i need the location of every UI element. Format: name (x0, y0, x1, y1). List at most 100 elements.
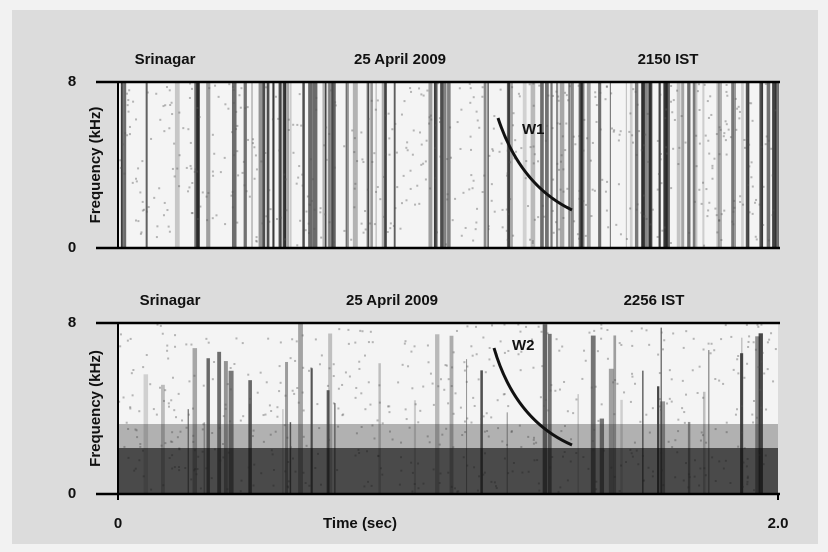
noise (437, 385, 440, 388)
noise (424, 178, 427, 181)
noise (482, 336, 485, 339)
noise (581, 377, 584, 380)
noise (126, 134, 129, 137)
noise (710, 342, 713, 345)
noise (574, 143, 577, 146)
noise (770, 147, 773, 150)
panel-title-left: Srinagar (140, 292, 201, 309)
noise (639, 420, 642, 423)
noise (701, 434, 704, 437)
noise (268, 404, 271, 407)
noise (320, 236, 323, 239)
noise (429, 372, 432, 375)
noise (767, 239, 770, 242)
noise (724, 324, 727, 327)
noise (597, 419, 600, 422)
noise (507, 405, 510, 408)
noise (660, 401, 666, 494)
noise (691, 369, 694, 372)
noise (775, 82, 779, 248)
noise (753, 399, 756, 402)
noise (759, 82, 763, 248)
noise (332, 375, 335, 378)
noise (221, 443, 224, 446)
noise (506, 238, 509, 241)
noise (499, 88, 502, 91)
noise (298, 93, 301, 96)
noise (276, 406, 279, 409)
noise (613, 335, 617, 494)
noise (669, 100, 672, 103)
noise (683, 421, 686, 424)
noise (631, 375, 634, 378)
noise (578, 82, 583, 248)
noise (168, 127, 171, 130)
noise (163, 130, 166, 133)
panel: W2 Srinagar 25 April 2009 2256 IST 0 8 Frequen… (68, 292, 789, 532)
noise (403, 100, 406, 103)
noise (167, 225, 170, 228)
noise (598, 82, 602, 248)
noise (473, 404, 476, 407)
noise (150, 137, 153, 140)
noise (725, 421, 728, 424)
noise (162, 214, 165, 217)
noise (486, 430, 489, 433)
noise (231, 190, 234, 193)
noise (259, 371, 262, 374)
noise (520, 350, 523, 353)
y-tick-label: 8 (68, 314, 76, 331)
noise (517, 92, 520, 95)
noise (302, 409, 305, 412)
noise (519, 369, 522, 372)
noise (354, 341, 357, 344)
noise (378, 384, 381, 387)
noise (577, 84, 580, 87)
noise (460, 108, 463, 111)
noise (161, 332, 164, 335)
noise (748, 143, 751, 146)
noise (404, 340, 407, 343)
noise (660, 327, 662, 494)
noise (428, 116, 431, 119)
noise (575, 398, 578, 401)
noise (471, 187, 474, 190)
noise (282, 82, 287, 248)
noise (506, 443, 509, 446)
noise (725, 153, 728, 156)
noise (310, 368, 313, 494)
noise (733, 199, 736, 202)
noise (702, 391, 706, 494)
noise (141, 209, 144, 212)
noise (541, 204, 544, 207)
noise (362, 161, 365, 164)
noise (584, 359, 587, 362)
noise (247, 138, 250, 141)
noise (766, 341, 769, 344)
noise (458, 87, 461, 90)
noise (369, 222, 372, 225)
noise (478, 126, 481, 129)
noise (187, 128, 190, 131)
noise (190, 167, 193, 170)
panel: W1 Srinagar 25 April 2009 2150 IST 0 8 Frequen… (68, 51, 780, 256)
noise (211, 217, 214, 220)
noise (685, 393, 688, 396)
noise (367, 82, 370, 248)
noise (120, 84, 123, 87)
noise (255, 236, 258, 239)
noise (670, 400, 673, 403)
noise (578, 135, 581, 138)
noise (511, 86, 514, 89)
noise (127, 427, 130, 430)
noise (231, 82, 237, 248)
noise (125, 421, 128, 424)
noise (609, 82, 611, 248)
noise (599, 91, 602, 94)
noise (761, 82, 764, 248)
noise (510, 430, 513, 433)
noise (491, 324, 494, 327)
noise (306, 195, 309, 198)
noise (648, 431, 651, 434)
